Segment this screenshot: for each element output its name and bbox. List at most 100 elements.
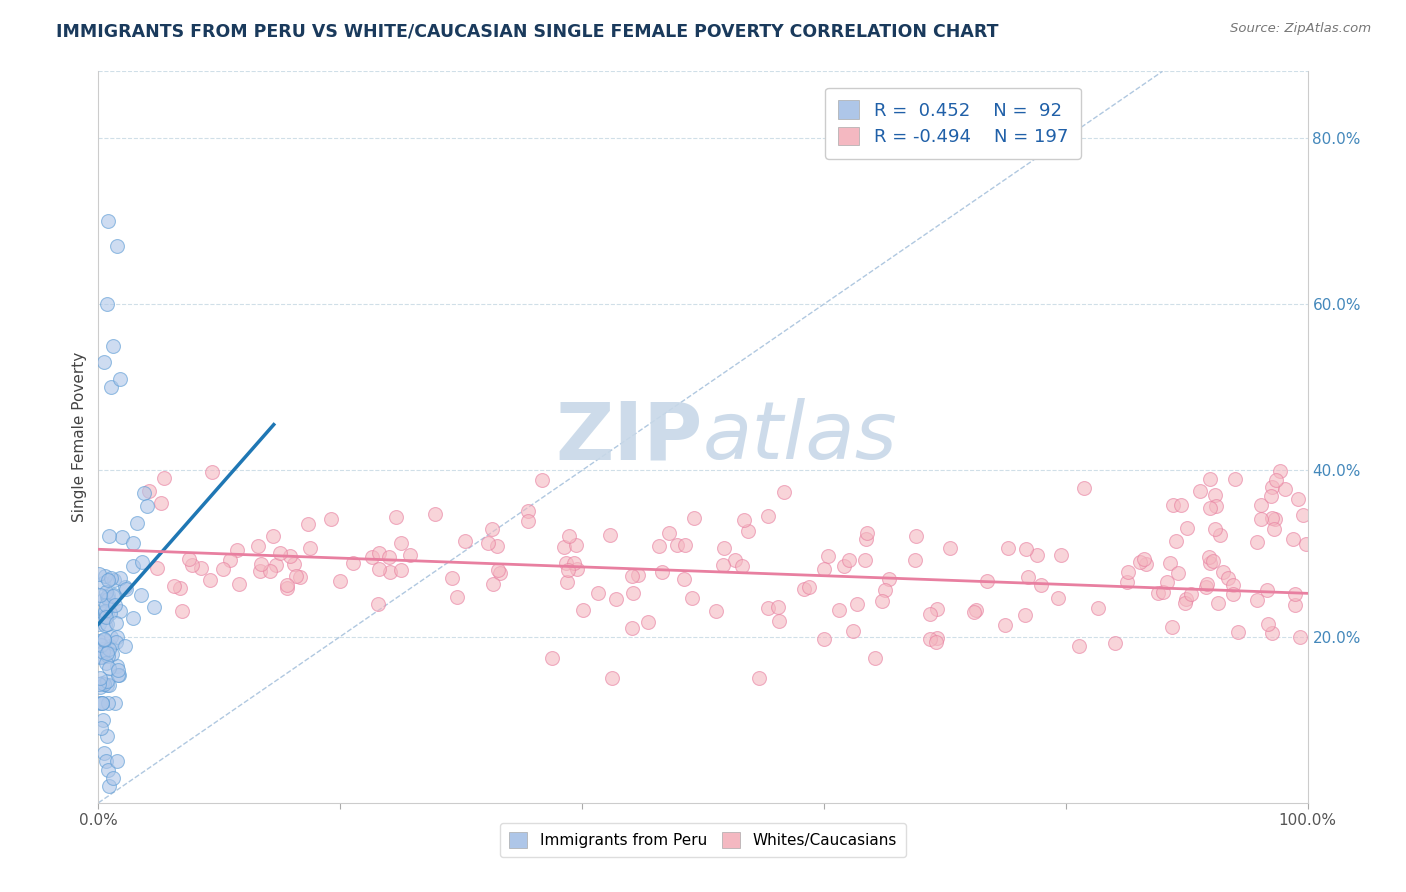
Point <box>250 558 273 572</box>
Point <box>673 538 696 552</box>
Point <box>489 566 512 581</box>
Point <box>98 661 121 675</box>
Point <box>111 530 134 544</box>
Point <box>1212 566 1234 580</box>
Point <box>136 500 159 514</box>
Point <box>87 634 110 648</box>
Point <box>90 721 112 735</box>
Point <box>262 529 284 543</box>
Point <box>737 524 759 538</box>
Point <box>621 586 644 600</box>
Point <box>1104 636 1126 650</box>
Point <box>91 713 114 727</box>
Point <box>101 771 124 785</box>
Point <box>1161 620 1184 634</box>
Point <box>163 579 186 593</box>
Point <box>1167 566 1189 580</box>
Point <box>482 577 505 591</box>
Point <box>96 674 118 689</box>
Point <box>96 678 118 692</box>
Point <box>1195 577 1218 591</box>
Point <box>446 590 468 604</box>
Point <box>997 541 1019 555</box>
Point <box>965 603 987 617</box>
Point <box>1261 625 1284 640</box>
Point <box>711 558 734 573</box>
Point <box>481 522 503 536</box>
Point <box>399 548 422 562</box>
Point <box>1227 625 1250 640</box>
Point <box>602 671 624 685</box>
Point <box>169 581 191 595</box>
Point <box>1174 592 1197 607</box>
Point <box>1161 499 1184 513</box>
Point <box>877 572 900 586</box>
Point <box>1264 474 1286 488</box>
Point <box>1250 512 1272 526</box>
Point <box>100 380 122 394</box>
Point <box>658 526 681 541</box>
Point <box>1246 535 1268 549</box>
Point <box>832 559 855 574</box>
Point <box>1246 593 1268 607</box>
Point <box>105 754 128 768</box>
Point <box>97 677 120 691</box>
Point <box>1152 585 1174 599</box>
Point <box>89 696 111 710</box>
Point <box>1198 549 1220 564</box>
Point <box>637 615 659 629</box>
Point <box>96 729 118 743</box>
Point <box>1250 498 1272 512</box>
Point <box>181 558 204 572</box>
Point <box>1204 522 1226 536</box>
Point <box>1222 578 1244 592</box>
Point <box>904 528 927 542</box>
Text: IMMIGRANTS FROM PERU VS WHITE/CAUCASIAN SINGLE FEMALE POVERTY CORRELATION CHART: IMMIGRANTS FROM PERU VS WHITE/CAUCASIAN … <box>56 22 998 40</box>
Legend: Immigrants from Peru, Whites/Caucasians: Immigrants from Peru, Whites/Caucasians <box>499 823 907 857</box>
Point <box>1263 522 1285 536</box>
Point <box>97 763 120 777</box>
Point <box>1156 574 1178 589</box>
Point <box>264 558 287 573</box>
Point <box>1284 587 1306 601</box>
Point <box>108 572 131 586</box>
Point <box>91 649 114 664</box>
Point <box>756 600 779 615</box>
Point <box>564 538 586 552</box>
Point <box>817 549 839 564</box>
Point <box>875 583 897 598</box>
Point <box>793 582 815 596</box>
Point <box>98 639 121 653</box>
Point <box>94 568 117 582</box>
Point <box>96 590 118 604</box>
Point <box>1180 587 1202 601</box>
Point <box>1188 484 1211 499</box>
Point <box>378 549 401 564</box>
Point <box>1031 578 1053 592</box>
Point <box>425 507 447 521</box>
Point <box>91 593 114 607</box>
Point <box>249 564 271 578</box>
Point <box>486 539 509 553</box>
Point <box>212 562 235 576</box>
Point <box>276 581 298 595</box>
Point <box>855 532 877 546</box>
Point <box>284 569 307 583</box>
Point <box>110 604 132 618</box>
Point <box>378 565 401 579</box>
Point <box>572 603 595 617</box>
Point <box>93 575 115 590</box>
Point <box>97 573 120 587</box>
Point <box>682 511 704 525</box>
Point <box>93 746 115 760</box>
Point <box>1284 598 1306 612</box>
Point <box>90 638 112 652</box>
Point <box>486 564 509 578</box>
Point <box>269 546 291 560</box>
Point <box>122 535 145 549</box>
Point <box>94 754 117 768</box>
Text: atlas: atlas <box>703 398 898 476</box>
Point <box>103 574 125 588</box>
Point <box>97 648 120 663</box>
Point <box>146 560 169 574</box>
